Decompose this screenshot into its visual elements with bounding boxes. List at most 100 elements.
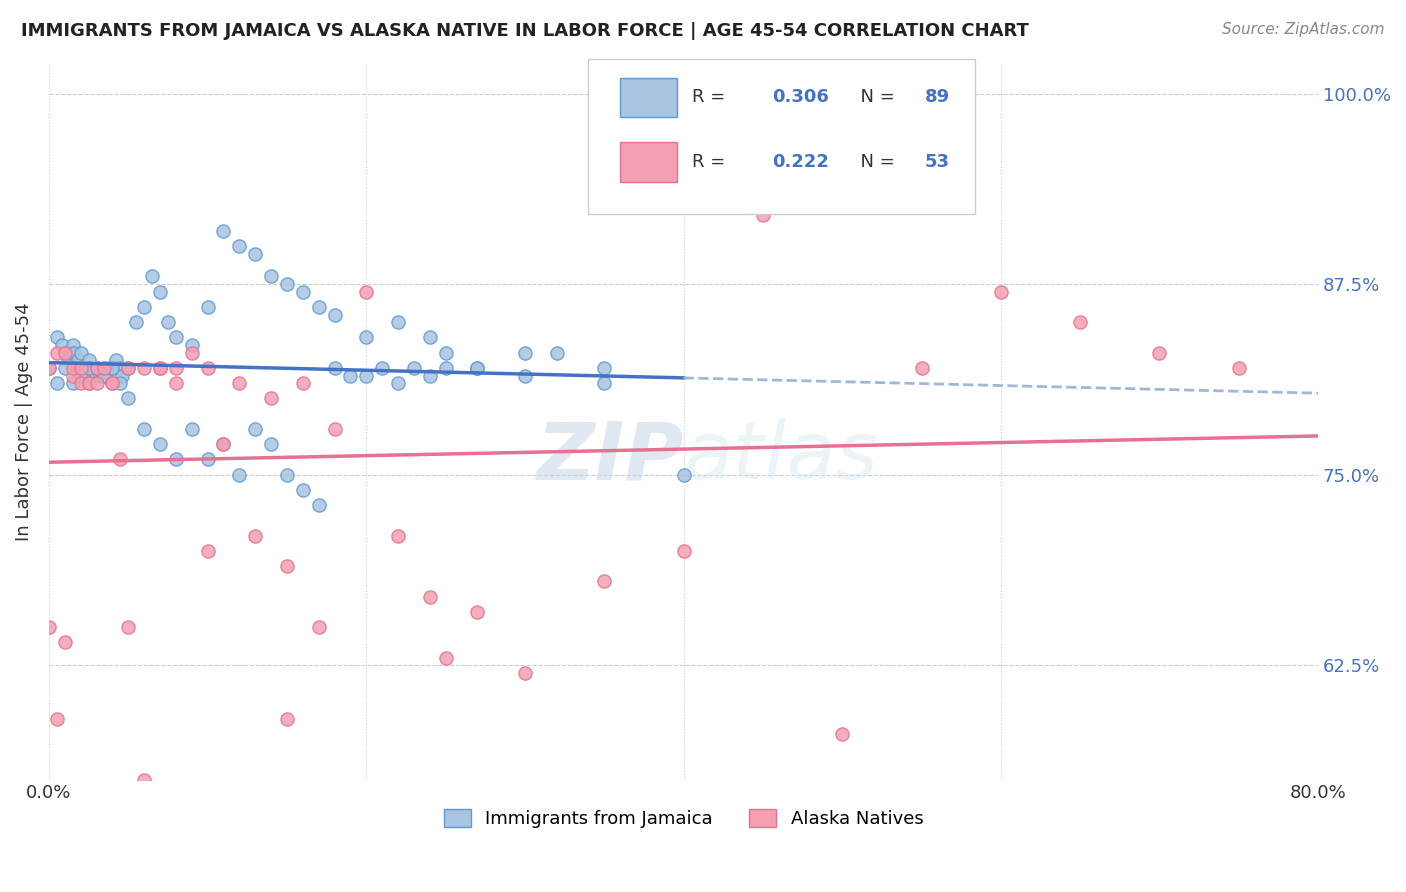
Point [90, 364, 112, 378]
Point [371, 361, 394, 376]
Point [212, 437, 235, 451]
Point [308, 300, 330, 314]
Point [79, 361, 101, 376]
Text: 0.222: 0.222 [772, 153, 830, 170]
Point [93, 361, 115, 376]
Bar [620, 78, 678, 117]
Point [212, 224, 235, 238]
Point [73, 364, 96, 378]
Point [149, 437, 172, 451]
Point [104, 353, 127, 368]
Point [387, 529, 409, 543]
Text: 53: 53 [925, 153, 949, 170]
Point [197, 544, 219, 558]
Point [245, 529, 267, 543]
Point [387, 315, 409, 329]
Point [165, 452, 187, 467]
Point [228, 239, 250, 253]
Point [80, 364, 103, 378]
Point [77, 376, 100, 391]
Point [465, 361, 488, 376]
Point [165, 330, 187, 344]
Point [77, 353, 100, 368]
Point [419, 368, 441, 383]
Point [1069, 315, 1091, 329]
Point [308, 620, 330, 634]
Point [91, 368, 114, 383]
Point [593, 361, 616, 376]
Point [156, 315, 179, 329]
Point [110, 452, 132, 467]
FancyBboxPatch shape [588, 60, 976, 213]
Point [419, 330, 441, 344]
Point [117, 361, 139, 376]
Point [69, 376, 91, 391]
Point [434, 345, 457, 359]
Point [402, 361, 425, 376]
Point [93, 368, 115, 383]
Point [62, 376, 84, 391]
Point [1227, 361, 1250, 376]
Text: N =: N = [849, 153, 900, 170]
Point [419, 590, 441, 604]
Point [94, 368, 117, 383]
Point [672, 467, 695, 482]
Point [77, 361, 100, 376]
Point [56, 353, 79, 368]
Y-axis label: In Labor Force | Age 45-54: In Labor Force | Age 45-54 [15, 302, 32, 541]
Text: R =: R = [692, 153, 731, 170]
Text: Source: ZipAtlas.com: Source: ZipAtlas.com [1222, 22, 1385, 37]
Point [593, 574, 616, 589]
Point [45, 345, 67, 359]
Point [546, 345, 568, 359]
Point [228, 376, 250, 391]
Point [62, 368, 84, 383]
Point [53, 361, 76, 376]
Point [245, 422, 267, 436]
Point [356, 330, 378, 344]
Point [45, 330, 67, 344]
Point [180, 422, 202, 436]
Point [45, 712, 67, 726]
Point [276, 712, 298, 726]
Point [180, 338, 202, 352]
Point [69, 368, 91, 383]
Point [62, 361, 84, 376]
Text: ZIP: ZIP [536, 418, 683, 496]
Point [117, 392, 139, 406]
Point [276, 467, 298, 482]
Point [323, 308, 346, 322]
Point [465, 361, 488, 376]
Point [101, 361, 124, 376]
Point [93, 361, 115, 376]
Point [38, 620, 60, 634]
Point [111, 368, 134, 383]
Point [387, 376, 409, 391]
Point [66, 353, 89, 368]
Point [513, 345, 536, 359]
Point [245, 246, 267, 260]
Point [134, 772, 156, 787]
Point [149, 361, 172, 376]
Point [63, 345, 86, 359]
Point [513, 368, 536, 383]
Text: 0.306: 0.306 [772, 88, 830, 106]
Point [134, 422, 156, 436]
Point [86, 361, 108, 376]
Point [149, 285, 172, 299]
Point [86, 361, 108, 376]
Point [67, 361, 90, 376]
Point [53, 345, 76, 359]
Point [51, 338, 73, 352]
Point [149, 361, 172, 376]
Text: IMMIGRANTS FROM JAMAICA VS ALASKA NATIVE IN LABOR FORCE | AGE 45-54 CORRELATION : IMMIGRANTS FROM JAMAICA VS ALASKA NATIVE… [21, 22, 1029, 40]
Point [45, 376, 67, 391]
Point [107, 361, 129, 376]
Point [276, 559, 298, 574]
Point [69, 345, 91, 359]
Point [323, 422, 346, 436]
Text: R =: R = [692, 88, 731, 106]
Point [69, 361, 91, 376]
Text: atlas: atlas [683, 418, 879, 496]
Text: 89: 89 [925, 88, 950, 106]
